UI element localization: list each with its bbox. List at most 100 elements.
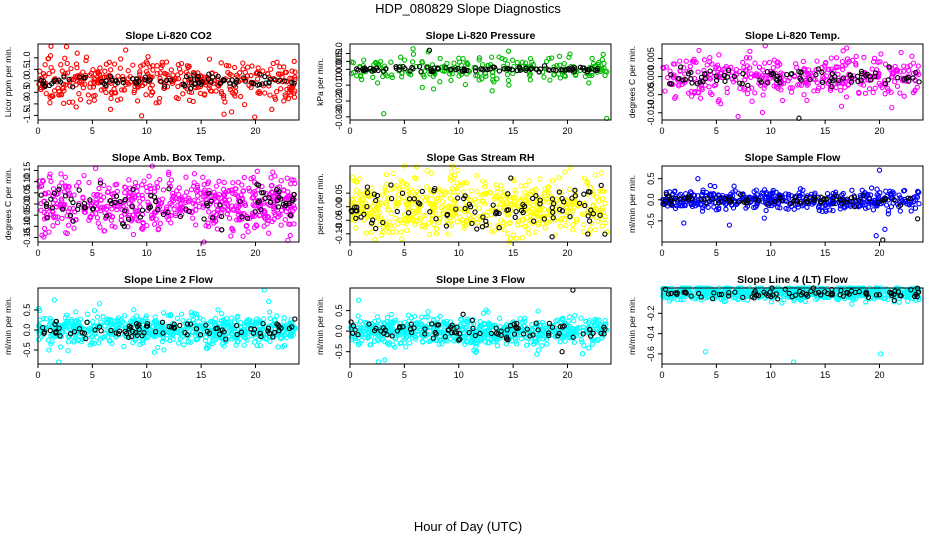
data-point — [219, 91, 225, 97]
data-point — [861, 54, 867, 61]
data-point — [541, 74, 547, 80]
reference-point — [545, 67, 551, 73]
reference-point — [496, 68, 503, 74]
data-point — [409, 59, 416, 65]
data-point — [370, 74, 376, 81]
x-tick-label: 5 — [402, 126, 407, 136]
y-axis-label: percent per min. — [315, 173, 325, 234]
data-point — [740, 59, 746, 66]
reference-point — [199, 79, 205, 85]
reference-point — [240, 75, 247, 81]
data-point — [278, 86, 284, 92]
data-point — [206, 85, 212, 91]
data-point — [685, 90, 692, 96]
data-point — [278, 71, 284, 77]
reference-point — [402, 65, 408, 72]
data-point — [456, 59, 463, 65]
reference-point — [113, 77, 119, 84]
data-point — [815, 88, 821, 94]
data-point — [96, 71, 103, 77]
data-point — [254, 76, 261, 82]
reference-point — [448, 67, 454, 73]
data-point — [223, 62, 230, 69]
reference-point — [424, 64, 430, 70]
data-point — [543, 58, 550, 65]
data-point — [421, 74, 427, 80]
reference-point — [257, 71, 263, 77]
data-point — [150, 63, 156, 69]
reference-point — [66, 76, 72, 83]
data-point — [671, 72, 677, 78]
reference-point — [233, 79, 239, 86]
data-point — [154, 70, 160, 77]
data-point — [862, 90, 869, 96]
reference-point — [158, 78, 164, 85]
reference-point — [528, 65, 535, 71]
reference-point — [81, 75, 87, 81]
panel-title: Slope Line 4 (LT) Flow — [737, 274, 848, 286]
x-tick-label: 20 — [874, 126, 884, 136]
data-point — [66, 99, 72, 105]
data-point — [410, 51, 417, 57]
x-tick-label: 20 — [250, 248, 260, 258]
data-point — [399, 70, 405, 76]
data-point — [62, 55, 68, 61]
data-point — [462, 81, 469, 88]
data-point — [74, 64, 80, 71]
reference-point — [234, 77, 240, 83]
data-point — [76, 79, 83, 86]
data-point — [557, 62, 563, 68]
data-point — [265, 71, 271, 77]
y-tick-label: 0.5 — [646, 172, 656, 185]
data-point — [377, 58, 384, 65]
outlier-point — [74, 50, 80, 56]
panel-title: Slope Line 3 Flow — [436, 274, 526, 286]
x-tick-label: 15 — [820, 126, 830, 136]
data-point — [909, 53, 915, 59]
data-point — [406, 70, 412, 77]
reference-point — [210, 74, 216, 80]
data-point — [796, 81, 802, 87]
y-tick-label: 1.0 — [22, 52, 32, 65]
data-point — [168, 67, 174, 73]
panel-title: Slope Line 2 Flow — [124, 274, 214, 286]
data-point — [108, 95, 114, 102]
data-point — [197, 90, 204, 97]
data-point — [483, 73, 489, 79]
y-tick-label: 0.0 — [334, 325, 344, 338]
data-point — [103, 61, 110, 67]
data-point — [380, 73, 386, 80]
reference-point — [533, 66, 539, 72]
data-point — [801, 92, 807, 98]
data-point — [504, 71, 511, 78]
data-point — [240, 60, 246, 66]
data-point — [126, 81, 132, 87]
data-point — [348, 70, 355, 77]
data-point — [90, 84, 97, 90]
data-point — [589, 72, 595, 79]
y-tick-label: -1.0 — [22, 96, 32, 112]
data-point — [242, 69, 248, 76]
data-point — [527, 55, 534, 62]
data-point — [111, 61, 118, 67]
data-point — [843, 94, 850, 100]
x-tick-label: 20 — [250, 370, 260, 380]
y-tick-label: -0.5 — [22, 85, 32, 101]
data-point — [231, 64, 238, 71]
data-point — [456, 73, 462, 79]
data-point — [489, 54, 495, 60]
data-point — [158, 65, 164, 71]
data-point — [906, 67, 912, 74]
data-point — [274, 59, 280, 65]
data-point — [59, 68, 65, 74]
x-tick-label: 5 — [90, 370, 95, 380]
outlier-point — [221, 111, 227, 117]
reference-point — [501, 66, 507, 72]
data-point — [180, 91, 186, 97]
x-tick-label: 0 — [35, 248, 40, 258]
data-point — [554, 63, 560, 69]
reference-point — [188, 80, 195, 86]
y-tick-label: 0.05 — [334, 184, 344, 202]
x-tick-label: 20 — [874, 248, 884, 258]
data-point — [97, 65, 103, 71]
